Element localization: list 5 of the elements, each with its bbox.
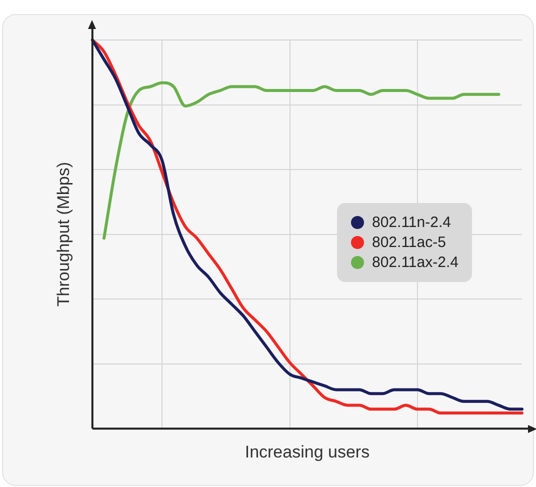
x-axis-title: Increasing users [244,442,370,462]
legend-label: 802.11ax-2.4 [372,254,458,272]
legend-label: 802.11ac-5 [372,234,446,252]
legend-label: 802.11n-2.4 [372,214,451,232]
y-axis-title: Throughput (Mbps) [54,162,73,307]
